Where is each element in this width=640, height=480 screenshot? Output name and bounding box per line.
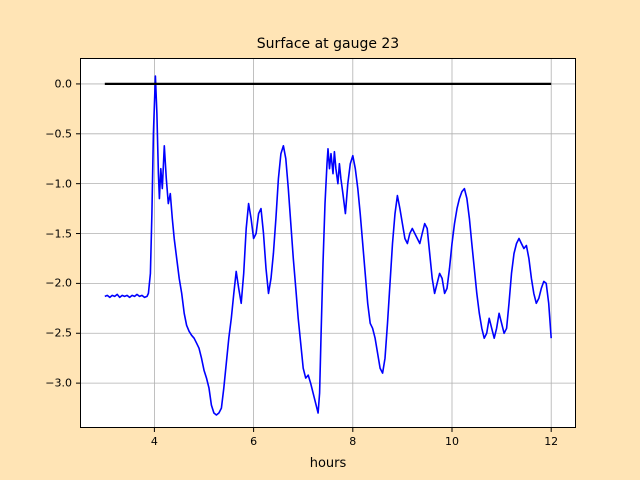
y-tick-label: −2.0 bbox=[45, 276, 72, 290]
x-axis-label: hours bbox=[309, 456, 347, 471]
x-tick-label: 8 bbox=[349, 435, 357, 448]
axes-border bbox=[80, 58, 576, 428]
y-tick-label: −3.0 bbox=[45, 376, 72, 390]
y-tick-label: −1.5 bbox=[45, 227, 72, 241]
x-tick-label: 4 bbox=[150, 435, 158, 448]
y-tick-label: −0.5 bbox=[45, 127, 72, 141]
surface-elevation bbox=[104, 75, 552, 416]
y-tick-label: 0.0 bbox=[54, 77, 73, 91]
chart-canvas bbox=[76, 58, 576, 432]
plot-area bbox=[76, 58, 576, 432]
y-tick-label: −2.5 bbox=[45, 326, 72, 340]
x-tick-label: 12 bbox=[544, 435, 559, 448]
x-tick-label: 10 bbox=[445, 435, 459, 448]
x-tick-label: 6 bbox=[250, 435, 258, 448]
y-tick-label: −1.0 bbox=[45, 177, 72, 191]
chart-title: Surface at gauge 23 bbox=[256, 36, 400, 52]
